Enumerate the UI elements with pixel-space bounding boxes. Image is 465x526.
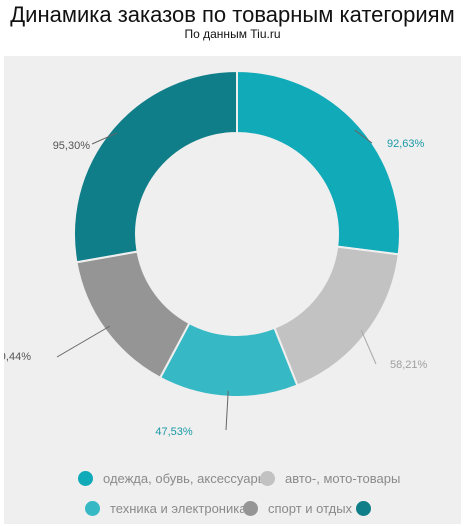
data-label-sport: 49,44% <box>4 351 31 363</box>
leader-line-auto <box>360 329 377 365</box>
leader-line-clothing <box>354 129 373 144</box>
slice-auto[interactable] <box>273 245 400 387</box>
data-label-clothing: 92,63% <box>387 138 425 150</box>
chart-title: Динамика заказов по товарным категориям <box>10 2 455 27</box>
slice-clothing[interactable] <box>236 69 401 256</box>
data-label-auto: 58,21% <box>390 359 428 371</box>
chart-subtitle: По данным Tiu.ru <box>184 27 281 41</box>
slice-other[interactable] <box>73 69 238 264</box>
leader-line-sport <box>56 325 111 358</box>
donut-chart: 92,63% 58,21% 47,53% 49,44% 95,30% <box>4 69 428 438</box>
leader-line-other <box>91 132 117 145</box>
data-label-other: 95,30% <box>53 140 91 152</box>
leader-line-electronics <box>225 390 229 431</box>
chart-panel: 92,63%58,21%47,53%49,44%95,30% одежда, о… <box>4 56 461 524</box>
data-label-electronics: 47,53% <box>155 426 193 438</box>
